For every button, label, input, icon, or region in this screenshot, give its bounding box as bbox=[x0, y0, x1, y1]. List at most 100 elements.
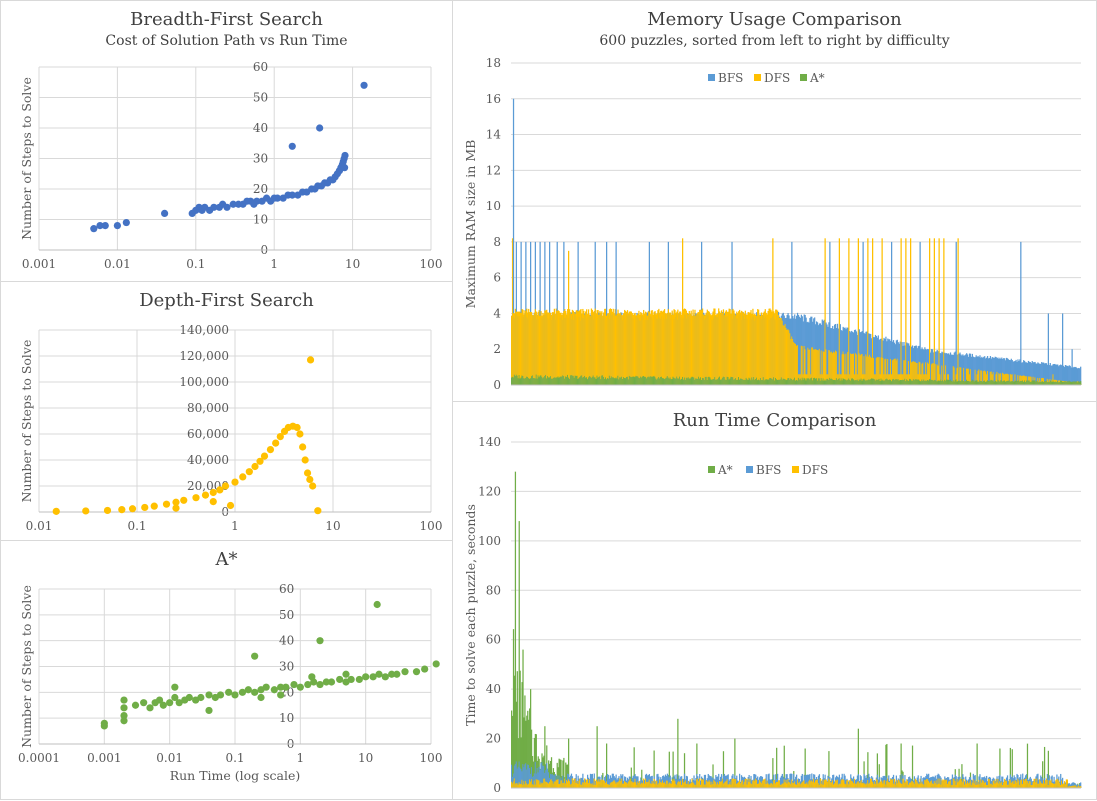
x-tick-label: 1 bbox=[297, 751, 305, 765]
data-point bbox=[362, 673, 369, 680]
data-point bbox=[263, 684, 270, 691]
y-tick-label: 16 bbox=[486, 92, 501, 106]
data-point bbox=[314, 507, 321, 514]
data-point bbox=[217, 691, 224, 698]
x-tick-label: 0.001 bbox=[87, 751, 121, 765]
data-point bbox=[90, 225, 97, 232]
y-tick-label: 0 bbox=[493, 378, 501, 392]
data-point bbox=[341, 152, 348, 159]
data-point bbox=[360, 82, 367, 89]
data-point bbox=[271, 686, 278, 693]
y-tick-label: 80,000 bbox=[187, 401, 229, 415]
data-point bbox=[141, 504, 148, 511]
data-point bbox=[120, 712, 127, 719]
data-point bbox=[272, 440, 279, 447]
data-point bbox=[328, 678, 335, 685]
data-point bbox=[309, 482, 316, 489]
y-tick-label: 50 bbox=[253, 91, 268, 105]
y-tick-label: 60 bbox=[279, 582, 294, 596]
x-tick-label: 10 bbox=[325, 519, 340, 533]
y-tick-label: 60 bbox=[253, 60, 268, 74]
data-point bbox=[172, 505, 179, 512]
y-tick-label: 40 bbox=[253, 121, 268, 135]
data-point bbox=[246, 468, 253, 475]
data-point bbox=[316, 124, 323, 131]
y-tick-label: 120 bbox=[478, 484, 501, 498]
data-point bbox=[120, 704, 127, 711]
data-point bbox=[316, 681, 323, 688]
y-tick-label: 4 bbox=[493, 306, 501, 320]
y-axis-label: Number of Steps to Solve bbox=[19, 77, 34, 240]
y-tick-label: 12 bbox=[486, 163, 501, 177]
data-point bbox=[205, 691, 212, 698]
x-tick-label: 10 bbox=[358, 751, 373, 765]
data-point bbox=[104, 507, 111, 514]
y-tick-label: 30 bbox=[279, 660, 294, 674]
x-tick-label: 1 bbox=[231, 519, 239, 533]
data-point bbox=[297, 684, 304, 691]
legend-label: DFS bbox=[802, 463, 828, 477]
y-tick-label: 30 bbox=[253, 152, 268, 166]
data-point bbox=[293, 424, 300, 431]
data-point bbox=[342, 671, 349, 678]
data-point bbox=[197, 694, 204, 701]
data-point bbox=[82, 507, 89, 514]
memory-chart-panel: Memory Usage Comparison 600 puzzles, sor… bbox=[452, 0, 1097, 402]
data-point bbox=[160, 702, 167, 709]
y-tick-label: 40 bbox=[279, 634, 294, 648]
y-tick-label: 10 bbox=[253, 213, 268, 227]
legend-swatch bbox=[800, 74, 807, 81]
x-tick-label: 100 bbox=[420, 257, 443, 271]
data-point bbox=[356, 676, 363, 683]
y-tick-label: 6 bbox=[493, 271, 501, 285]
x-tick-label: 0.1 bbox=[225, 751, 244, 765]
data-point bbox=[227, 502, 234, 509]
data-point bbox=[231, 691, 238, 698]
data-point bbox=[222, 482, 229, 489]
y-tick-label: 80 bbox=[486, 583, 501, 597]
bfs-chart-panel: Breadth-First Search Cost of Solution Pa… bbox=[0, 0, 453, 282]
y-tick-label: 14 bbox=[486, 128, 502, 142]
y-axis-label: Number of Steps to Solve bbox=[19, 340, 34, 503]
y-tick-label: 50 bbox=[279, 608, 294, 622]
data-point bbox=[251, 689, 258, 696]
data-point bbox=[421, 665, 428, 672]
data-point bbox=[166, 699, 173, 706]
legend-label: BFS bbox=[756, 463, 781, 477]
y-tick-label: 40,000 bbox=[187, 453, 229, 467]
data-point bbox=[146, 704, 153, 711]
y-tick-label: 60,000 bbox=[187, 427, 229, 441]
data-point bbox=[304, 469, 311, 476]
data-point bbox=[129, 505, 136, 512]
data-point bbox=[374, 601, 381, 608]
data-point bbox=[231, 479, 238, 486]
data-point bbox=[132, 702, 139, 709]
x-tick-label: 100 bbox=[420, 519, 443, 533]
data-point bbox=[53, 508, 60, 515]
y-tick-label: 0 bbox=[493, 781, 501, 795]
legend-label: A* bbox=[717, 463, 733, 477]
data-point bbox=[223, 204, 230, 211]
data-point bbox=[277, 691, 284, 698]
legend-label: DFS bbox=[764, 71, 790, 85]
y-tick-label: 60 bbox=[486, 633, 501, 647]
data-point bbox=[316, 637, 323, 644]
legend-label: A* bbox=[809, 71, 825, 85]
data-point bbox=[382, 673, 389, 680]
data-point bbox=[239, 473, 246, 480]
legend-swatch bbox=[746, 466, 753, 473]
data-point bbox=[413, 668, 420, 675]
data-point bbox=[114, 222, 121, 229]
data-point bbox=[151, 503, 158, 510]
data-point bbox=[123, 219, 130, 226]
y-tick-label: 120,000 bbox=[179, 349, 229, 363]
y-axis-label: Time to solve each puzzle, seconds bbox=[463, 504, 478, 726]
data-point bbox=[102, 222, 109, 229]
y-tick-label: 8 bbox=[493, 235, 501, 249]
data-point bbox=[192, 494, 199, 501]
